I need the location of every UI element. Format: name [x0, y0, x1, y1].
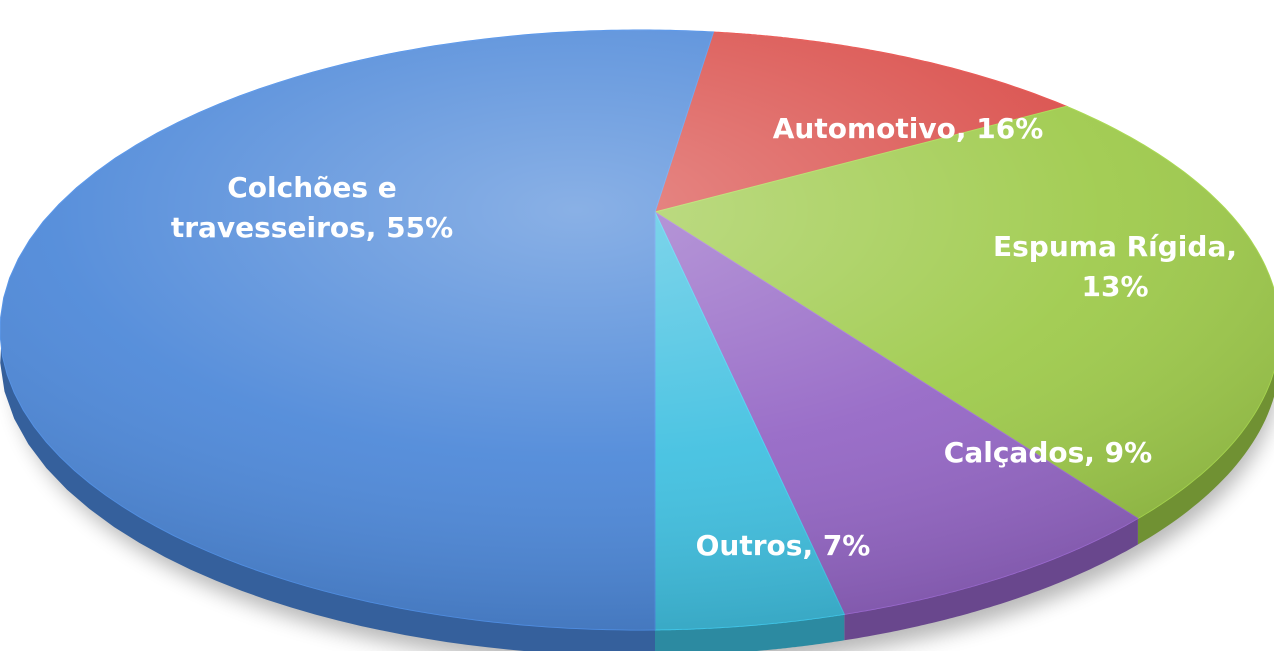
data-label-line: Automotivo, 16%: [773, 112, 1044, 145]
data-label-line: Outros, 7%: [696, 529, 871, 562]
data-label-cal-ados: Calçados, 9%: [944, 436, 1152, 469]
data-label-line: Calçados, 9%: [944, 436, 1152, 469]
data-label-line: Espuma Rígida,: [993, 230, 1237, 263]
data-label-espuma-r-gida: Espuma Rígida, 13%: [993, 230, 1237, 303]
data-label-line: Colchões e: [227, 171, 397, 204]
pie-side-cal-ados: [844, 518, 1138, 641]
data-label-automotivo: Automotivo, 16%: [773, 112, 1044, 145]
data-label-line: travesseiros, 55%: [171, 211, 453, 244]
pie-side-outros: [655, 614, 845, 651]
pie-shine: [0, 30, 1274, 630]
pie-labels: Automotivo, 16% Espuma Rígida, 13% Calçados…: [171, 112, 1237, 562]
data-label-line: 13%: [1081, 270, 1148, 303]
data-label-outros: Outros, 7%: [696, 529, 871, 562]
pie-gloss-overlay: [0, 30, 1274, 630]
pie-side-espuma-r-gida: [1137, 370, 1274, 545]
data-label-colch-es-e-travesseiros: Colchões e travesseiros, 55%: [171, 171, 453, 244]
pie-side-walls: [0, 307, 1274, 651]
